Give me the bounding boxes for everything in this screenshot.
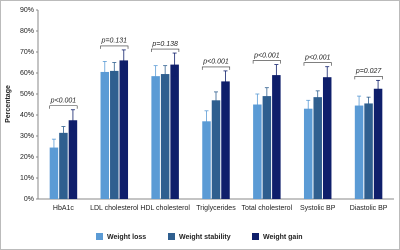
error-bar (204, 110, 209, 133)
y-tick-label: 40% (20, 112, 34, 119)
y-axis-label: Percentage (5, 85, 12, 123)
p-value: p=0.027 (355, 68, 383, 75)
legend-swatch (168, 233, 175, 240)
x-tick-label: Diastolic BP (350, 205, 388, 212)
error-bar (214, 91, 218, 110)
y-tick-label: 10% (20, 175, 34, 182)
error-bar (172, 52, 177, 77)
error-bar (357, 95, 362, 116)
error-bar (70, 109, 75, 132)
x-tick-label: Total cholesterol (242, 205, 293, 212)
legend-label: Weight loss (107, 234, 146, 241)
legend-label: Weight stability (179, 234, 231, 241)
x-tick-label: Triglycerides (196, 205, 236, 212)
error-bar (153, 65, 158, 88)
p-value: p<0.001 (50, 98, 77, 105)
bar (313, 97, 322, 199)
bar (100, 71, 110, 199)
error-bar (163, 65, 168, 83)
error-bar (325, 66, 330, 89)
bar (160, 74, 170, 199)
p-value: p=0.138 (151, 41, 178, 48)
error-bar (274, 64, 279, 86)
significance-bracket (151, 48, 180, 53)
p-value: p<0.001 (202, 59, 229, 66)
significance-bracket (100, 45, 129, 49)
bar (59, 132, 68, 199)
error-bar (264, 87, 269, 105)
p-value: p=0.131 (101, 38, 128, 45)
bar (303, 108, 313, 199)
error-bar (102, 61, 107, 83)
x-tick-label: Systolic BP (300, 205, 336, 212)
bar (211, 100, 221, 199)
error-bar (51, 138, 56, 157)
bar (322, 77, 332, 199)
bar (221, 81, 230, 199)
legend-swatch (252, 233, 259, 240)
bar (262, 96, 272, 199)
error-bar (121, 49, 126, 72)
y-tick-label: 0% (24, 196, 34, 203)
significance-bracket (252, 60, 281, 64)
x-tick-label: HDL cholesterol (140, 205, 190, 212)
y-tick-label: 20% (20, 154, 34, 161)
error-bar (223, 70, 228, 93)
error-bar (306, 99, 311, 118)
significance-bracket (201, 66, 231, 70)
error-bar (376, 79, 381, 98)
y-tick-label: 90% (20, 7, 34, 14)
significance-bracket (49, 105, 78, 109)
bar (253, 104, 262, 199)
bar (170, 64, 179, 199)
significance-bracket (354, 76, 383, 80)
y-tick-label: 70% (20, 49, 34, 56)
bar (68, 120, 78, 199)
y-tick-label: 80% (20, 28, 34, 35)
bar (202, 121, 211, 199)
error-bar (366, 96, 371, 111)
y-tick-label: 50% (20, 91, 34, 98)
error-bar (315, 90, 320, 104)
bar (354, 105, 364, 199)
p-value: p<0.001 (253, 52, 280, 59)
significance-bracket (303, 62, 332, 66)
bar (151, 76, 160, 199)
legend-swatch (96, 233, 103, 240)
bar (110, 70, 119, 200)
p-value: p<0.001 (304, 55, 331, 62)
bar (119, 60, 129, 200)
x-tick-label: LDL cholesterol (90, 205, 139, 212)
bar (49, 147, 59, 199)
legend-label: Weight gain (263, 234, 303, 241)
bar (272, 75, 281, 199)
error-bar (255, 93, 260, 116)
y-tick-label: 30% (20, 133, 34, 140)
y-tick-label: 60% (20, 70, 34, 77)
error-bar (112, 62, 117, 80)
error-bar (61, 126, 66, 140)
bar (364, 103, 373, 199)
x-tick-label: HbA1c (53, 205, 75, 212)
bar (373, 88, 383, 199)
